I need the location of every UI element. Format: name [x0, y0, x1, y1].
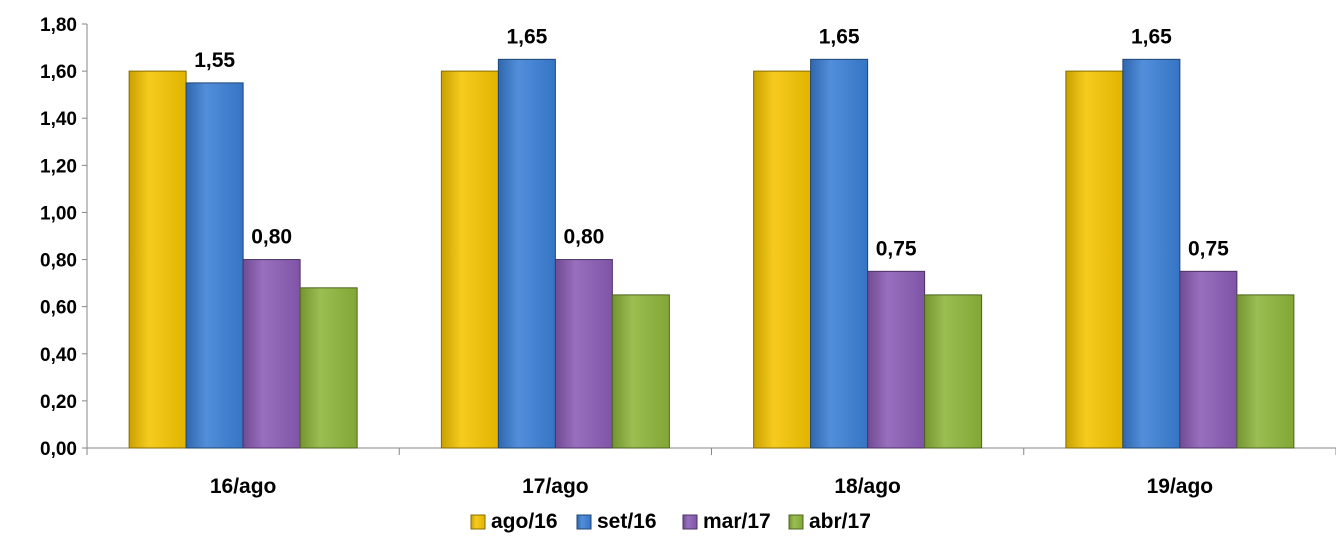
x-tick-label: 19/ago [1147, 475, 1214, 498]
bar-set-16-16-ago [185, 82, 244, 449]
bar-mar-17-17-ago [554, 259, 613, 449]
legend-label: mar/17 [703, 510, 771, 533]
y-tick-label: 0,60 [40, 298, 77, 319]
x-tick-label: 18/ago [834, 475, 901, 498]
axes: 0,00 0,20 0,40 0,60 0,80 1,00 1,20 1,40 1,60 1,80… [40, 15, 1336, 498]
legend-item-mar-17: mar/17 [682, 510, 771, 533]
y-tick-label: 1,20 [40, 156, 77, 177]
legend-item-abr-17: abr/17 [788, 510, 871, 533]
y-tick-label: 0,20 [40, 392, 77, 413]
data-label: 0,80 [251, 226, 292, 249]
legend-label: ago/16 [491, 510, 558, 533]
y-tick-label: 0,80 [40, 251, 77, 272]
bar-set-16-17-ago [497, 58, 556, 449]
x-tick-label: 17/ago [522, 475, 589, 498]
legend-swatch [576, 514, 592, 530]
y-tick-label: 1,40 [40, 109, 77, 130]
data-label: 1,65 [506, 25, 547, 48]
legend-item-ago-16: ago/16 [470, 510, 558, 533]
bar-set-16-18-ago [810, 58, 869, 449]
data-label: 1,55 [194, 49, 235, 72]
bar-ago-16-18-ago [753, 70, 812, 449]
data-labels: 1,55 0,80 1,65 0,80 1,65 0,75 1,65 0,75 [194, 25, 1229, 260]
y-tick-label: 0,40 [40, 345, 77, 366]
bar-abr-17-19-ago [1236, 294, 1295, 449]
bar-ago-16-19-ago [1065, 70, 1124, 449]
bar-ago-16-16-ago [128, 70, 187, 449]
legend-item-set-16: set/16 [576, 510, 657, 533]
bar-mar-17-19-ago [1179, 270, 1238, 449]
data-label: 0,80 [563, 226, 604, 249]
y-tick-label: 1,60 [40, 62, 77, 83]
legend: ago/16 set/16 mar/17 abr/17 [470, 510, 871, 533]
y-tick-label: 1,80 [40, 15, 77, 36]
x-tick-label: 16/ago [210, 475, 277, 498]
bar-set-16-19-ago [1122, 58, 1181, 449]
bar-mar-17-18-ago [867, 270, 926, 449]
data-label: 0,75 [1188, 237, 1229, 260]
data-label: 1,65 [1131, 25, 1172, 48]
bar-abr-17-18-ago [924, 294, 983, 449]
bars [128, 58, 1295, 449]
legend-swatch [682, 514, 698, 530]
bar-mar-17-16-ago [242, 259, 301, 449]
bar-ago-16-17-ago [440, 70, 499, 449]
legend-label: abr/17 [809, 510, 871, 533]
legend-swatch [470, 514, 486, 530]
legend-label: set/16 [597, 510, 657, 533]
y-tick-label: 1,00 [40, 203, 77, 224]
data-label: 1,65 [819, 25, 860, 48]
data-label: 0,75 [876, 237, 917, 260]
bar-abr-17-16-ago [299, 287, 358, 449]
y-tick-label: 0,00 [40, 439, 77, 460]
legend-swatch [788, 514, 804, 530]
bar-abr-17-17-ago [611, 294, 670, 449]
